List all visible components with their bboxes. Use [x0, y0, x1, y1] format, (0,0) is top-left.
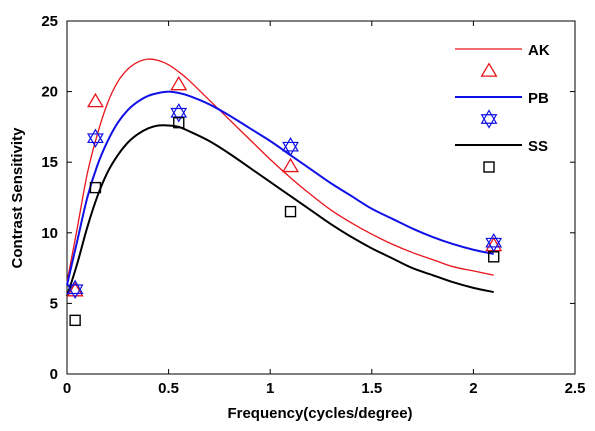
data-point-ak [170, 75, 188, 91]
y-axis-label: Contrast Sensitivity [9, 127, 26, 269]
legend-marker-pb-down [480, 114, 498, 129]
legend-label-ss: SS [528, 138, 548, 155]
data-point-ss [69, 314, 81, 327]
legend-marker-pb [480, 109, 498, 129]
data-point-ss [173, 116, 185, 129]
legend: AK PB SS [455, 42, 550, 173]
plot-area [66, 20, 576, 375]
data-point-pb [282, 136, 299, 157]
fit-curves [66, 58, 494, 297]
x-tick-label: 2.5 [565, 380, 586, 397]
y-tick-label: 15 [41, 154, 58, 171]
x-tick-label: 2 [469, 380, 477, 397]
data-markers [66, 75, 503, 327]
data-point-pb-down [485, 237, 503, 253]
y-tick-label: 5 [50, 295, 58, 312]
y-tick-label: 20 [41, 84, 58, 101]
data-point-pb-down [87, 133, 104, 148]
legend-label-pb: PB [528, 90, 549, 107]
data-point-ss [284, 205, 297, 218]
fit-line-pb [66, 90, 494, 286]
data-point-pb-up [87, 128, 104, 144]
axis-ticks: 0 0.5 1 1.5 2 2.5 0 5 10 15 20 25 [41, 13, 585, 397]
data-point-pb [87, 128, 104, 148]
data-point-ss [89, 181, 102, 194]
data-point-ss [488, 251, 500, 263]
data-point-ak [66, 282, 84, 297]
data-point-ak [86, 92, 104, 108]
y-tick-label: 0 [50, 366, 58, 383]
legend-marker-ak [480, 62, 498, 77]
legend-label-ak: AK [528, 42, 550, 59]
legend-marker-ss [483, 161, 495, 173]
y-tick-label: 25 [41, 13, 58, 30]
data-point-pb [66, 279, 84, 299]
x-tick-label: 0 [63, 380, 71, 397]
x-axis-label: Frequency(cycles/degree) [227, 405, 412, 422]
data-point-pb-down [282, 141, 299, 157]
data-point-pb-down [170, 107, 188, 123]
x-tick-label: 1 [266, 380, 274, 397]
data-point-pb-down [66, 284, 84, 299]
x-tick-label: 0.5 [158, 380, 179, 397]
y-tick-label: 10 [41, 225, 58, 242]
data-point-pb [485, 232, 503, 253]
x-tick-label: 1.5 [361, 380, 382, 397]
data-point-pb-up [485, 232, 503, 248]
legend-marker-pb-up [480, 109, 498, 124]
data-point-pb-up [66, 279, 84, 295]
fit-line-ss [66, 124, 494, 297]
data-point-pb-up [282, 136, 299, 152]
data-point-ak [282, 157, 300, 173]
